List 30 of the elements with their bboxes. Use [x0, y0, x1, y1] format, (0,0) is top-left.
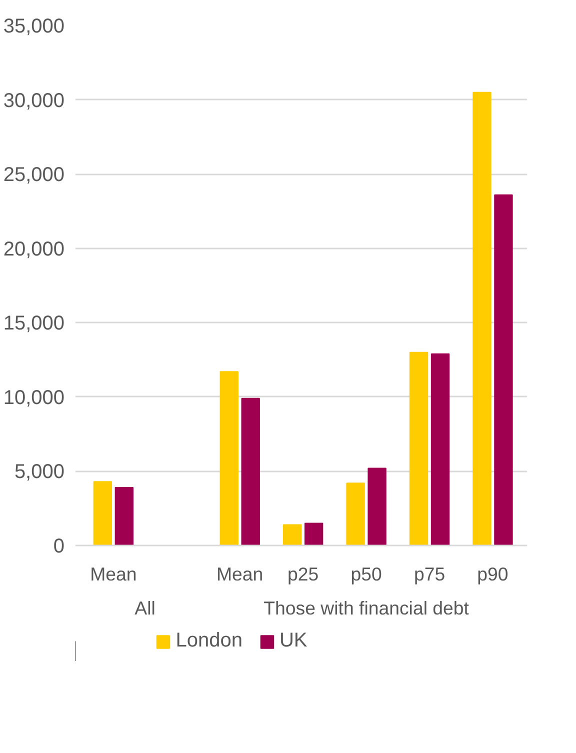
bar: [282, 524, 302, 546]
x-tick-label: p25: [288, 564, 319, 584]
bar: [430, 353, 450, 546]
x-tick-label: p50: [350, 564, 382, 584]
y-tick-label: 35,000: [3, 16, 64, 38]
bar: [304, 522, 324, 546]
bar: [368, 468, 386, 546]
bar: [494, 194, 513, 546]
legend-label: London: [176, 630, 242, 652]
y-tick-label: 30,000: [3, 90, 64, 112]
bar: [409, 352, 428, 546]
text: All: [134, 598, 156, 618]
x-tick-label: p75: [414, 564, 446, 584]
bar: [472, 92, 492, 546]
y-tick-label: 20,000: [3, 238, 64, 260]
bar: [220, 371, 238, 546]
x-tick-label: Mean: [216, 564, 264, 584]
y-tick-label: 10,000: [3, 386, 64, 409]
y-tick-label: 0: [53, 536, 64, 558]
bar: [93, 481, 112, 546]
y-tick-label: 25,000: [3, 164, 64, 186]
y-tick-label: 15,000: [3, 312, 64, 335]
legend-label: UK: [279, 630, 308, 652]
x-tick-label: Mean: [90, 564, 137, 584]
bar: [114, 487, 134, 546]
bar: [346, 482, 365, 546]
x-tick-label: p90: [477, 564, 508, 584]
bar: [241, 398, 260, 546]
y-tick-label: 5,000: [14, 461, 65, 484]
text: Those with financial debt: [264, 598, 470, 618]
